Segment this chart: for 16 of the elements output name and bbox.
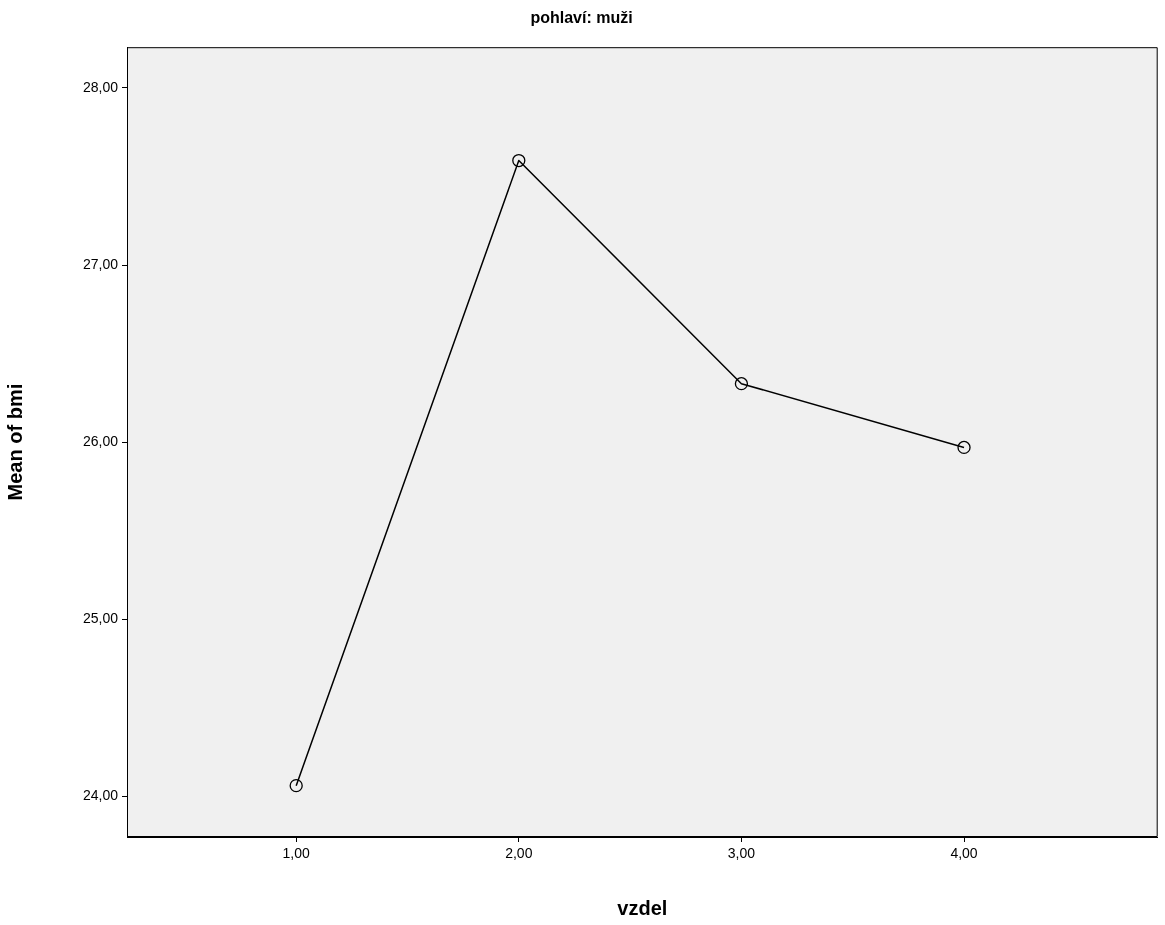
x-tick-label: 1,00 (282, 845, 311, 862)
x-axis-title: vzdel (617, 896, 668, 919)
point (512, 153, 526, 168)
y-axis-title: Mean of bmi (3, 383, 26, 501)
y-tick-label: 24,00 (82, 787, 119, 804)
x-tick-label: 3,00 (727, 845, 756, 862)
point (289, 779, 303, 793)
y-tick-label: 25,00 (82, 610, 119, 627)
chart-title: pohlaví: muži (530, 9, 633, 27)
x-tick-label: 4,00 (950, 845, 978, 862)
y-tick-label: 26,00 (82, 432, 119, 449)
y-tick-label: 27,00 (82, 255, 119, 272)
point (734, 377, 749, 391)
x-tick-label: 2,00 (505, 845, 533, 862)
point (957, 440, 971, 455)
y-tick-label: 28,00 (82, 78, 119, 95)
